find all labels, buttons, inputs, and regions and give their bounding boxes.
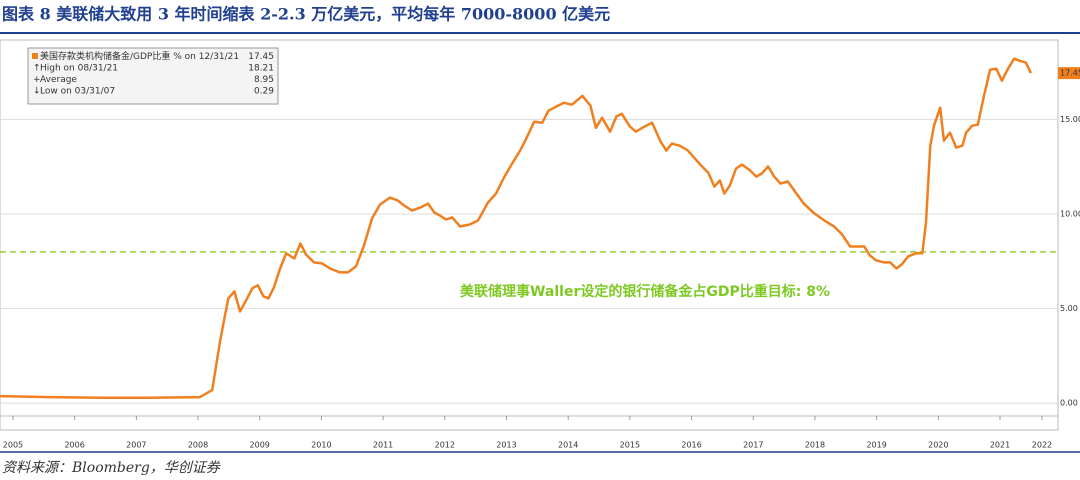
x-tick-label: 2015 xyxy=(620,441,640,450)
x-tick-label: 2018 xyxy=(805,441,825,450)
legend-label: 美国存款类机构储备金/GDP比重 % on 12/31/21 xyxy=(40,50,239,62)
x-tick-label: 2007 xyxy=(126,441,146,450)
y-tick-label: 10.00 xyxy=(1060,210,1080,219)
legend-stat-label: Average xyxy=(40,75,77,85)
legend-glyph: ↑ xyxy=(33,64,41,74)
legend-swatch xyxy=(32,53,38,59)
legend-stat-label: Low on 03/31/07 xyxy=(40,87,115,97)
legend-box xyxy=(27,47,279,105)
x-tick-label: 2005 xyxy=(3,441,23,450)
x-tick-label: 2019 xyxy=(866,441,886,450)
legend-stat-value: 8.95 xyxy=(254,75,274,85)
x-tick-label: 2010 xyxy=(311,441,331,450)
legend-stat-label: High on 08/31/21 xyxy=(40,64,118,74)
source: 资料来源：Bloomberg，华创证券 xyxy=(2,460,221,476)
x-tick-label: 2020 xyxy=(928,441,948,450)
plot-frame xyxy=(0,39,1059,431)
x-tick-label: 2013 xyxy=(496,441,516,450)
series-line xyxy=(0,57,1033,399)
x-tick-label: 2008 xyxy=(188,441,208,450)
y-tick-label: 15.00 xyxy=(1060,115,1080,124)
x-tick-label: 2006 xyxy=(64,441,84,450)
x-tick-label: 2022 xyxy=(1032,441,1052,450)
x-tick-label: 2012 xyxy=(435,441,455,450)
last-value-box xyxy=(1058,67,1080,80)
x-tick-label: 2011 xyxy=(373,441,393,450)
x-tick-label: 2017 xyxy=(743,441,763,450)
x-tick-label: 2014 xyxy=(558,441,578,450)
chart-title: 图表 8 美联储大致用 3 年时间缩表 2-2.3 万亿美元，平均每年 7000… xyxy=(2,5,610,24)
legend-value: 17.45 xyxy=(248,52,274,62)
x-tick-label: 2009 xyxy=(250,441,270,450)
x-tick-label: 2021 xyxy=(990,441,1010,450)
y-tick-label: 0.00 xyxy=(1060,399,1078,408)
y-tick-label: 5.00 xyxy=(1060,304,1078,313)
legend-stat-value: 18.21 xyxy=(248,64,274,74)
last-value-label: 17.45 xyxy=(1060,69,1080,78)
x-tick-label: 2016 xyxy=(681,441,701,450)
legend-stat-value: 0.29 xyxy=(254,87,274,97)
annotation: 美联储理事Waller设定的银行储备金占GDP比重目标: 8% xyxy=(460,283,830,300)
legend-glyph: + xyxy=(33,75,41,85)
legend-glyph: ↓ xyxy=(33,87,41,97)
